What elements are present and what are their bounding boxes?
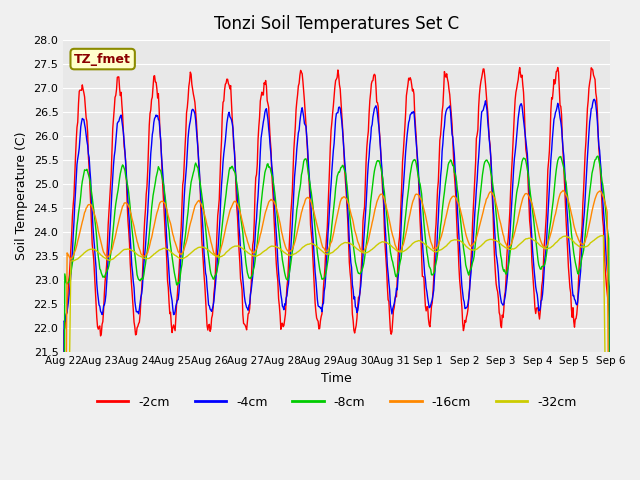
Text: TZ_fmet: TZ_fmet <box>74 53 131 66</box>
Title: Tonzi Soil Temperatures Set C: Tonzi Soil Temperatures Set C <box>214 15 460 33</box>
Legend: -2cm, -4cm, -8cm, -16cm, -32cm: -2cm, -4cm, -8cm, -16cm, -32cm <box>92 391 582 414</box>
Y-axis label: Soil Temperature (C): Soil Temperature (C) <box>15 132 28 260</box>
X-axis label: Time: Time <box>321 372 352 385</box>
